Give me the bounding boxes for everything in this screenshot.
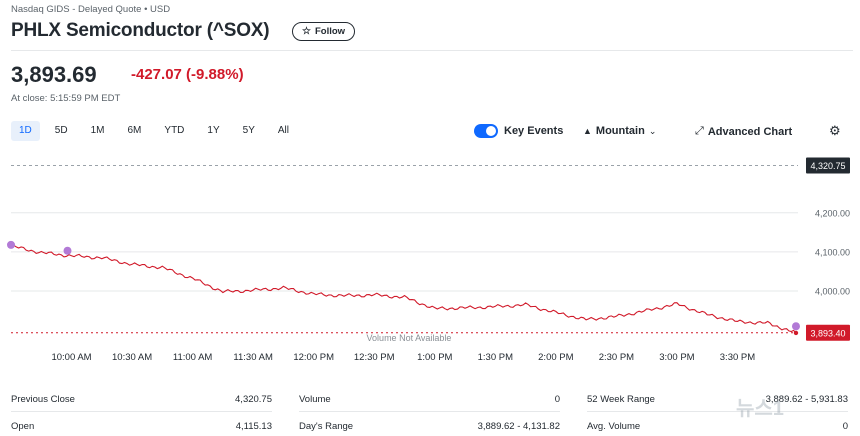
chart-type-dropdown[interactable]: ▲ Mountain ⌄ xyxy=(583,125,656,137)
y-tick-label: 4,100.00 xyxy=(815,247,850,257)
star-icon: ☆ xyxy=(302,26,311,37)
stat-value-days-range: 3,889.62 - 4,131.82 xyxy=(477,421,560,432)
range-tabs: 1D 5D 1M 6M YTD 1Y 5Y All xyxy=(11,121,304,141)
follow-label: Follow xyxy=(314,26,346,37)
price-chart[interactable]: 4,200.00 4,100.00 4,000.00 4,320.75 3,893.40… xyxy=(0,150,860,370)
chart-type-label: Mountain xyxy=(595,125,645,137)
price: 3,893.69 xyxy=(11,62,97,87)
expand-icon: ⤢ xyxy=(695,125,704,137)
stat-label-open: Open xyxy=(11,421,35,432)
advanced-chart-label: Advanced Chart xyxy=(707,125,793,138)
change-value: -427.07 xyxy=(131,66,182,83)
x-tick-label: 1:30 PM xyxy=(478,352,513,363)
mountain-icon: ▲ xyxy=(583,126,592,136)
key-events-toggle[interactable] xyxy=(474,124,498,138)
stat-label-avg-volume: Avg. Volume xyxy=(587,421,641,432)
x-tick-label: 3:30 PM xyxy=(720,352,755,363)
stat-label-volume: Volume xyxy=(299,394,331,405)
price-line xyxy=(10,244,797,334)
previous-close-badge xyxy=(806,157,850,174)
x-tick-label: 12:30 PM xyxy=(354,352,395,363)
stat-value-avg-volume: 0 xyxy=(842,421,848,432)
advanced-chart-button[interactable]: ⤢ Advanced Chart xyxy=(695,125,792,138)
range-tab-6m[interactable]: 6M xyxy=(127,125,142,136)
key-event-marker xyxy=(7,240,15,249)
y-tick-label: 4,200.00 xyxy=(815,208,850,218)
x-tick-label: 3:00 PM xyxy=(659,352,694,363)
stat-value-volume: 0 xyxy=(554,394,560,405)
range-tab-all[interactable]: All xyxy=(277,125,289,136)
stat-value-52-week-range: 3,889.62 - 5,931.83 xyxy=(765,394,848,405)
key-event-marker xyxy=(63,246,72,255)
current-price-badge-label: 3,893.40 xyxy=(810,328,845,338)
stat-divider xyxy=(299,411,560,412)
exchange-info: Nasdaq GIDS - Delayed Quote • USD xyxy=(11,4,171,15)
x-tick-label: 2:00 PM xyxy=(538,352,573,363)
stat-label-days-range: Day's Range xyxy=(299,421,354,432)
stat-divider xyxy=(587,411,848,412)
range-tab-1y[interactable]: 1Y xyxy=(207,125,220,136)
x-tick-label: 1:00 PM xyxy=(417,352,452,363)
x-tick-label: 10:30 AM xyxy=(112,352,152,363)
current-price-badge xyxy=(806,324,850,341)
x-tick-label: 11:30 AM xyxy=(233,352,273,363)
stat-value-previous-close: 4,320.75 xyxy=(235,394,272,405)
x-tick-label: 10:00 AM xyxy=(51,352,91,363)
key-events-label: Key Events xyxy=(504,125,564,137)
page-title: PHLX Semiconductor (^SOX) xyxy=(11,20,270,41)
stat-divider xyxy=(11,411,272,412)
x-tick-label: 12:00 PM xyxy=(293,352,334,363)
at-close-timestamp: At close: 5:15:59 PM EDT xyxy=(11,93,121,104)
stat-value-open: 4,115.13 xyxy=(235,421,272,432)
x-tick-label: 11:00 AM xyxy=(173,352,213,363)
range-tab-5d[interactable]: 5D xyxy=(54,125,68,136)
y-tick-label: 4,000.00 xyxy=(815,287,850,297)
range-tab-5y[interactable]: 5Y xyxy=(242,125,255,136)
stat-label-52-week-range: 52 Week Range xyxy=(587,394,655,405)
last-price-dot xyxy=(793,330,799,336)
chevron-down-icon: ⌄ xyxy=(648,125,657,136)
previous-close-badge-label: 4,320.75 xyxy=(810,161,845,171)
key-event-marker xyxy=(791,322,800,331)
gear-icon[interactable]: ⚙ xyxy=(829,123,841,138)
range-tab-1m[interactable]: 1M xyxy=(90,125,105,136)
follow-button[interactable]: ☆ Follow xyxy=(292,22,356,41)
volume-note: Volume Not Available xyxy=(367,333,452,343)
stat-label-previous-close: Previous Close xyxy=(11,394,75,405)
range-tab-1d[interactable]: 1D xyxy=(11,121,40,141)
range-tab-ytd[interactable]: YTD xyxy=(164,125,185,136)
x-tick-label: 2:30 PM xyxy=(599,352,634,363)
price-change: -427.07 (-9.88%) xyxy=(131,66,244,83)
watermark-logo: 뉴스1 xyxy=(736,398,784,420)
change-percent: (-9.88%) xyxy=(186,66,244,83)
divider xyxy=(11,50,853,51)
toggle-knob xyxy=(486,126,496,136)
